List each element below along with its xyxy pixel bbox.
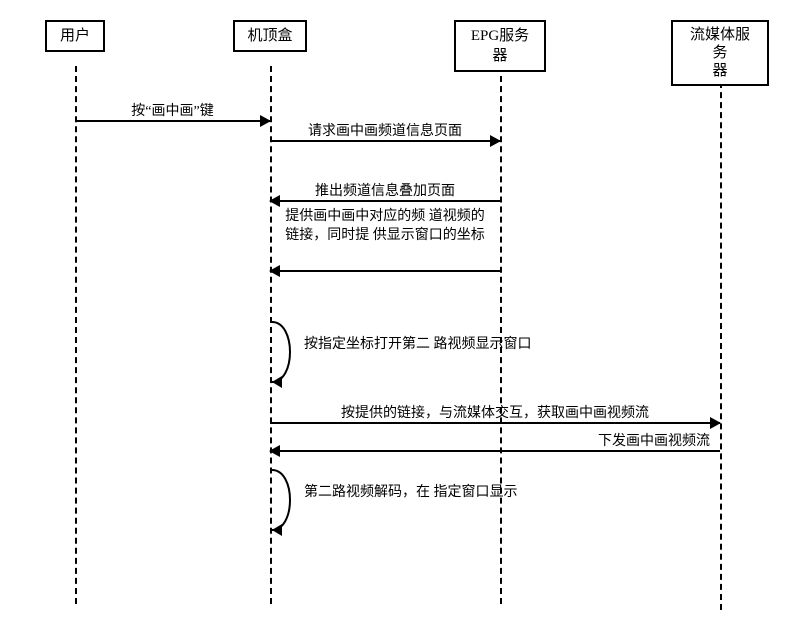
msg-label-2: 推出频道信息叠加页面 — [315, 180, 455, 200]
msg-label-5: 按提供的链接，与流媒体交互，获取画中画视频流 — [341, 402, 649, 422]
self-msg-label-4: 按指定坐标打开第二 路视频显示窗口 — [304, 336, 532, 355]
msg-label-3: 提供画中画中对应的频 道视频的链接，同时提 供显示窗口的坐标 — [280, 208, 490, 246]
msg-arrow-5 — [270, 422, 720, 424]
msg-label-0: 按“画中画”键 — [131, 100, 213, 120]
msg-arrow-3 — [270, 270, 500, 272]
actor-stb: 机顶盒 — [233, 20, 307, 52]
lifeline-user — [75, 66, 77, 604]
msg-arrow-6 — [270, 450, 720, 452]
actor-user: 用户 — [45, 20, 105, 52]
self-msg-4 — [270, 320, 298, 392]
self-msg-7 — [270, 468, 298, 540]
sequence-diagram: 用户 机顶盒 EPG服务器 流媒体服务 器按“画中画”键请求画中画频道信息页面推出频道… — [20, 20, 780, 598]
actor-media: 流媒体服务 器 — [671, 20, 769, 86]
msg-label-1: 请求画中画频道信息页面 — [308, 120, 462, 140]
lifeline-media — [720, 72, 722, 610]
self-msg-label-7: 第二路视频解码，在 指定窗口显示 — [304, 484, 518, 503]
actor-epg: EPG服务器 — [454, 20, 546, 72]
msg-arrow-2 — [270, 200, 500, 202]
msg-arrow-0 — [75, 120, 270, 122]
msg-label-6: 下发画中画视频流 — [598, 430, 710, 450]
msg-arrow-1 — [270, 140, 500, 142]
